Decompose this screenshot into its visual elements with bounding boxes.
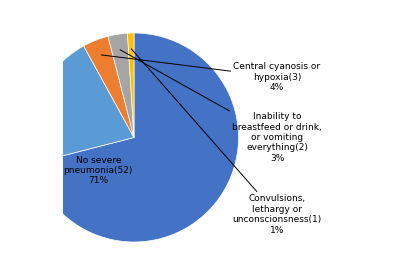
Wedge shape [30,46,134,164]
Wedge shape [33,33,238,242]
Text: Convulsions,
lethargy or
unconscionsness(1)
1%: Convulsions, lethargy or unconscionsness… [131,49,322,235]
Text: Moderate to sever
respiratory
distress(15)
21%: Moderate to sever respiratory distress(1… [0,274,1,275]
Wedge shape [84,36,134,138]
Text: No severe
pneumonia(52)
71%: No severe pneumonia(52) 71% [64,156,133,185]
Text: Inability to
breastfeed or drink,
or vomiting
everything(2)
3%: Inability to breastfeed or drink, or vom… [120,50,322,163]
Text: Central cyanosis or
hypoxia(3)
4%: Central cyanosis or hypoxia(3) 4% [101,55,320,92]
Wedge shape [128,33,134,138]
Wedge shape [108,33,134,138]
